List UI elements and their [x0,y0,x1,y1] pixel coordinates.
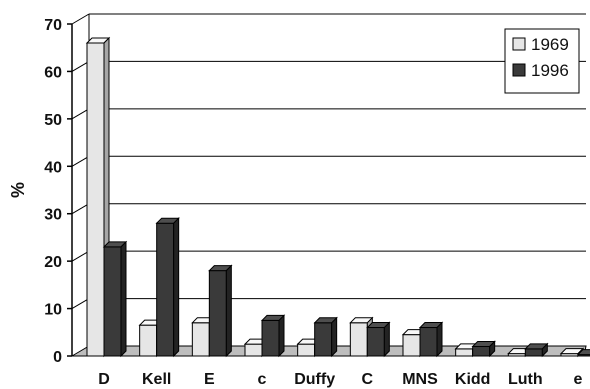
legend-swatch-1996 [512,63,526,77]
chart-bars [85,36,590,358]
bar-1996-Luth [524,342,549,358]
gridline-diag [71,250,90,262]
bar-1996-c [260,314,286,358]
y-tick-label: 30 [44,207,62,224]
x-tick-label: MNS [402,371,438,388]
bar-1996-C [366,321,391,358]
x-tick-label: D [98,371,110,388]
y-tick-label: 50 [44,112,62,129]
y-axis-label: % [8,182,28,198]
bar-1996-MNS [418,321,444,358]
x-tick-label: C [362,371,374,388]
gridline-diag [71,60,90,72]
y-tick-label: 10 [44,302,62,319]
y-tick-label: 20 [44,254,62,271]
y-tick-label: 70 [44,17,62,34]
chart-axes [67,23,73,357]
bar-1996-Kidd [471,340,496,358]
x-tick-label: Kidd [455,371,491,388]
gridline-diag [71,298,90,310]
x-tick-label: Luth [508,371,543,388]
bar-1996-E [208,264,233,358]
gridline-diag [71,155,90,167]
x-tick-label: Kell [142,371,171,388]
y-tick-label: 60 [44,64,62,81]
bar-1996-e [576,349,590,357]
bar-1996-D [102,240,128,358]
legend: 1969 1996 [504,28,580,94]
gridline-diag [71,203,90,215]
y-tick-label: 40 [44,159,62,176]
bar-1996-Duffy [313,316,338,358]
y-tick-label: 0 [53,349,62,366]
gridline-diag [71,108,90,120]
legend-swatch-1969 [512,37,526,51]
bar-1996-Kell [155,216,180,358]
legend-label-1996: 1996 [531,61,569,80]
x-tick-label: c [258,371,267,388]
legend-label-1969: 1969 [531,35,569,54]
x-tick-label: Duffy [294,371,335,388]
x-tick-label: e [574,371,583,388]
x-tick-label: E [204,371,215,388]
gridline-diag [71,13,90,25]
